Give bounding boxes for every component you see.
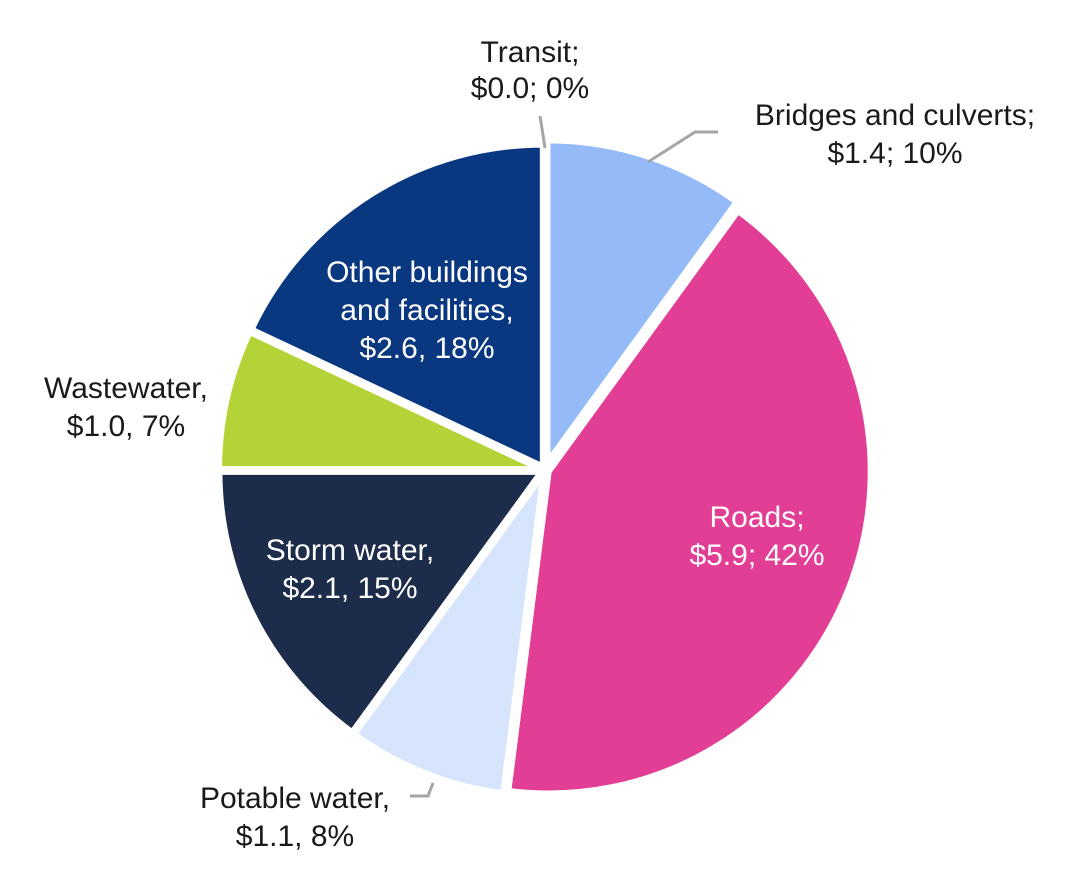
data-label-wastewater: Wastewater, $1.0, 7% [44,372,208,443]
data-label-line: Wastewater, [44,372,208,405]
data-label-potable-water: Potable water, $1.1, 8% [200,782,390,853]
leader-lines [410,115,718,798]
pie-slice-storm-water [216,468,548,737]
data-label-line: and facilities, [340,294,513,327]
data-label-storm-water: Storm water, $2.1, 15% [266,534,434,605]
data-label-line: $5.9; 42% [689,539,824,572]
pie-slice-bridges-and-culverts [544,137,741,472]
data-label-roads: Roads; $5.9; 42% [689,501,824,572]
data-label-line: Other buildings [326,256,528,289]
data-label-line: $1.4; 10% [827,137,962,170]
data-labels: Transit; $0.0; 0% Bridges and culverts; $1.… [44,36,1035,853]
data-label-bridges-and-culverts: Bridges and culverts; $1.4; 10% [755,99,1035,170]
pie-slices [216,137,874,797]
leader-line-potable-water [410,782,435,798]
data-label-line: $1.0, 7% [67,410,185,443]
pie-slice-wastewater [216,328,543,473]
pie-slice-potable-water [350,471,547,797]
leader-line-bridges-and-culverts [647,130,718,164]
pie-slice-roads [505,206,874,797]
data-label-line: $2.1, 15% [282,572,417,605]
data-label-line: Potable water, [200,782,390,815]
data-label-line: Transit; [481,36,580,69]
data-label-line: $2.6, 18% [359,332,494,365]
data-label-line: $0.0; 0% [471,72,589,105]
data-label-line: Roads; [709,501,804,534]
data-label-other-buildings-and-facilities: Other buildings and facilities, $2.6, 18% [326,256,528,365]
pie-slice-other-buildings-and-facilities [247,141,546,472]
leader-line-transit [538,115,547,149]
data-label-transit: Transit; $0.0; 0% [471,36,589,105]
data-label-line: $1.1, 8% [236,820,354,853]
data-label-line: Bridges and culverts; [755,99,1035,132]
data-label-line: Storm water, [266,534,434,567]
